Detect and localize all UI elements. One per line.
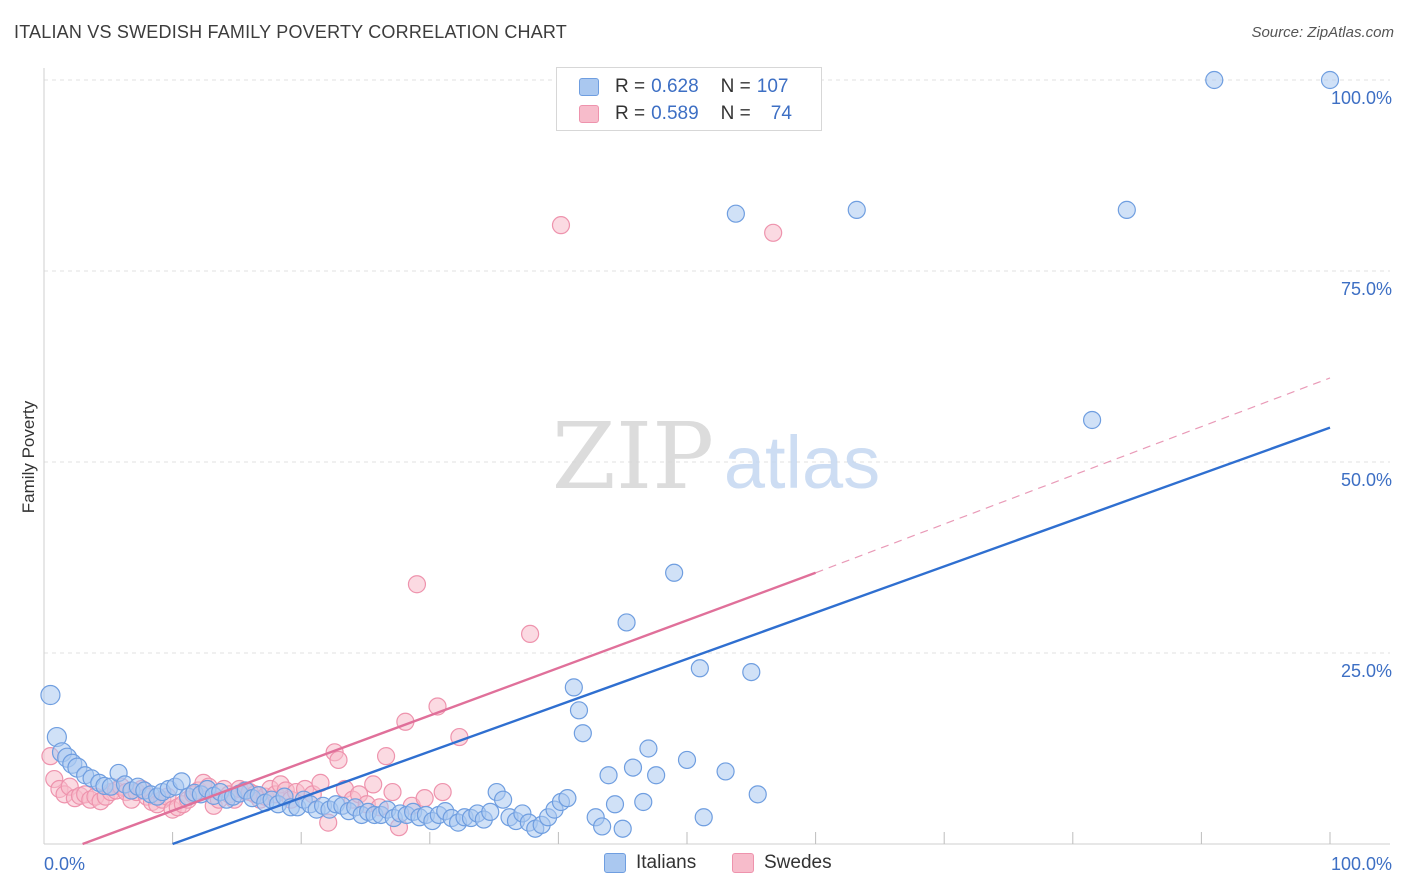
y-tick-labels: 25.0% 50.0% 75.0% 100.0% [1331, 88, 1392, 681]
italians-point [1320, 70, 1340, 90]
italians-point [573, 724, 592, 743]
gridlines [44, 79, 1390, 654]
italians-point [613, 819, 632, 838]
source-note: Source: ZipAtlas.com [1251, 24, 1394, 41]
x-tick-label: 0.0% [44, 854, 85, 874]
italians-point [623, 758, 643, 777]
italians-point [726, 204, 745, 223]
italians-point [665, 563, 684, 582]
axes [43, 68, 1390, 845]
r-label: R = [615, 76, 646, 97]
legend-row-swedes: R = 0.589 N = 74 [579, 101, 792, 127]
italians-point [647, 766, 666, 785]
swedes-point [376, 747, 396, 766]
swedes-point [433, 782, 452, 802]
swedes-point [329, 750, 348, 770]
italians-point [558, 789, 577, 808]
legend-item-italians: Italians [604, 852, 696, 874]
swedes-trend-extension [815, 377, 1331, 574]
r-value: 0.628 [651, 76, 699, 97]
n-value: 74 [770, 103, 792, 124]
r-label: R = [615, 103, 646, 124]
n-value: 107 [756, 76, 789, 97]
italians-swatch [579, 78, 599, 96]
italians-point [716, 762, 735, 781]
swedes-points [41, 216, 783, 837]
italians-point [639, 739, 658, 758]
y-tick-label: 100.0% [1331, 88, 1392, 108]
legend-row-italians: R = 0.628 N = 107 [579, 74, 788, 100]
italians-point [847, 200, 866, 219]
swedes-swatch [579, 105, 599, 123]
n-label: N = [720, 103, 751, 124]
swedes-swatch [732, 853, 754, 873]
italians-point [40, 684, 61, 706]
italians-point [742, 662, 761, 682]
italians-point [593, 817, 612, 836]
x-tick-labels: 0.0% 100.0% [44, 854, 1392, 874]
swedes-point [551, 216, 571, 235]
r-value: 0.589 [651, 103, 699, 124]
italians-point [481, 802, 500, 822]
watermark-atlas: atlas [724, 421, 880, 504]
italians-point [494, 790, 513, 809]
italians-point [690, 659, 709, 678]
swedes-trend-line [82, 571, 817, 846]
swedes-point [364, 775, 383, 794]
italians-point [634, 792, 653, 812]
italians-point [1082, 410, 1102, 430]
italians-point [172, 772, 191, 791]
swedes-point [383, 782, 402, 802]
n-label: N = [720, 76, 751, 97]
y-tick-label: 50.0% [1341, 470, 1392, 490]
italians-trend-line [172, 426, 1331, 846]
italians-point [694, 808, 713, 827]
watermark-zip: ZIP [552, 403, 714, 510]
italians-swatch [604, 853, 626, 873]
legend-label-swedes: Swedes [764, 852, 832, 873]
trend-lines [82, 377, 1331, 846]
watermark: ZIP atlas [552, 403, 880, 510]
legend-item-swedes: Swedes [732, 852, 832, 874]
x-tick-label: 100.0% [1331, 854, 1392, 874]
swedes-point [764, 223, 783, 242]
italians-points [40, 70, 1340, 838]
italians-point [748, 785, 767, 804]
chart-title: ITALIAN VS SWEDISH FAMILY POVERTY CORREL… [14, 22, 567, 42]
italians-point [605, 795, 625, 814]
italians-point [677, 750, 697, 770]
italians-point [599, 766, 618, 785]
series-legend: Italians Swedes [0, 852, 1406, 878]
italians-point [1117, 200, 1136, 219]
italians-point [1205, 70, 1224, 90]
y-tick-label: 25.0% [1341, 661, 1392, 681]
stats-legend: R = 0.628 N = 107 R = 0.589 N = 74 [556, 67, 822, 131]
y-tick-label: 75.0% [1341, 279, 1392, 299]
swedes-point [415, 789, 434, 808]
italians-point [617, 613, 636, 632]
italians-point [569, 701, 589, 720]
swedes-point [521, 624, 540, 644]
italians-point [564, 678, 583, 697]
legend-label-italians: Italians [636, 852, 697, 873]
y-axis-label: Family Poverty [19, 400, 38, 513]
swedes-point [407, 575, 427, 594]
